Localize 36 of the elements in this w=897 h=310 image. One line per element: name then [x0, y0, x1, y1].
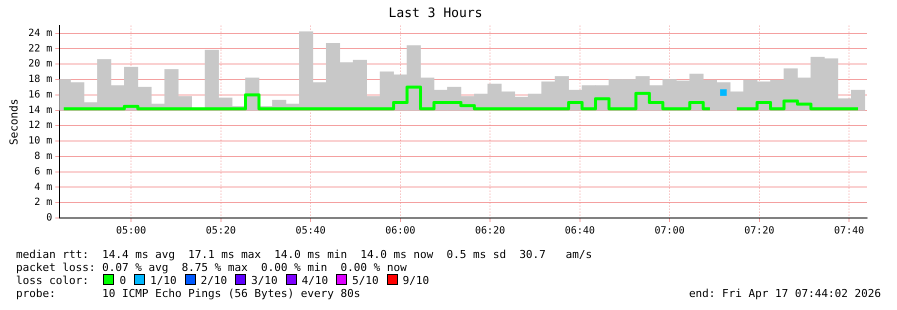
text: probe: 10 ICMP Echo Pings (56 Bytes) every 80s	[16, 287, 360, 300]
y-tick-label: 0	[46, 212, 52, 224]
y-tick-label: 2 m	[34, 197, 52, 208]
x-tick-label: 06:40	[564, 226, 595, 237]
text: end: Fri Apr 17 07:44:02 2026	[688, 287, 881, 300]
legend-label: 1/10	[150, 274, 177, 287]
x-tick-label: 06:00	[385, 226, 416, 237]
legend-title: loss color:	[16, 274, 90, 287]
x-tick-label: 07:40	[834, 226, 864, 237]
chart-title: Last 3 Hours	[388, 6, 482, 22]
legend-label: 9/10	[402, 274, 430, 287]
y-axis-title: Seconds	[7, 98, 20, 145]
x-tick-label: 05:20	[206, 226, 236, 237]
x-tick-label: 07:00	[654, 226, 685, 237]
y-tick-label: 14 m	[28, 104, 52, 116]
y-tick-label: 12 m	[28, 120, 52, 132]
y-tick-label: 18 m	[28, 74, 52, 86]
x-tick-label: 05:00	[116, 226, 146, 237]
y-tick-label: 4 m	[34, 182, 52, 193]
text: packet loss: 0.07 % avg 8.75 % max 0.00 % min 0.00 % now	[16, 261, 407, 274]
y-tick-label: 10 m	[28, 136, 52, 147]
legend-label: 4/10	[302, 274, 328, 287]
x-tick-label: 05:40	[296, 226, 326, 237]
y-tick-label: 22 m	[28, 43, 52, 54]
y-tick-label: 8 m	[34, 151, 52, 162]
legend-label: 5/10	[352, 274, 379, 287]
text: median rtt: 14.4 ms avg 17.1 ms max 14.0 ms min 14.0 ms now 0.5 ms sd 30.7 am/s	[16, 248, 592, 261]
legend-label: 3/10	[251, 274, 278, 287]
y-tick-label: 6 m	[34, 166, 52, 178]
legend-label: 0	[119, 274, 126, 287]
y-tick-label: 20 m	[28, 58, 52, 70]
x-tick-label: 07:20	[744, 226, 774, 237]
y-tick-label: 16 m	[28, 89, 52, 100]
legend-label: 2/10	[200, 274, 228, 287]
y-tick-label: 24 m	[28, 28, 52, 39]
x-tick-label: 06:20	[475, 226, 506, 237]
